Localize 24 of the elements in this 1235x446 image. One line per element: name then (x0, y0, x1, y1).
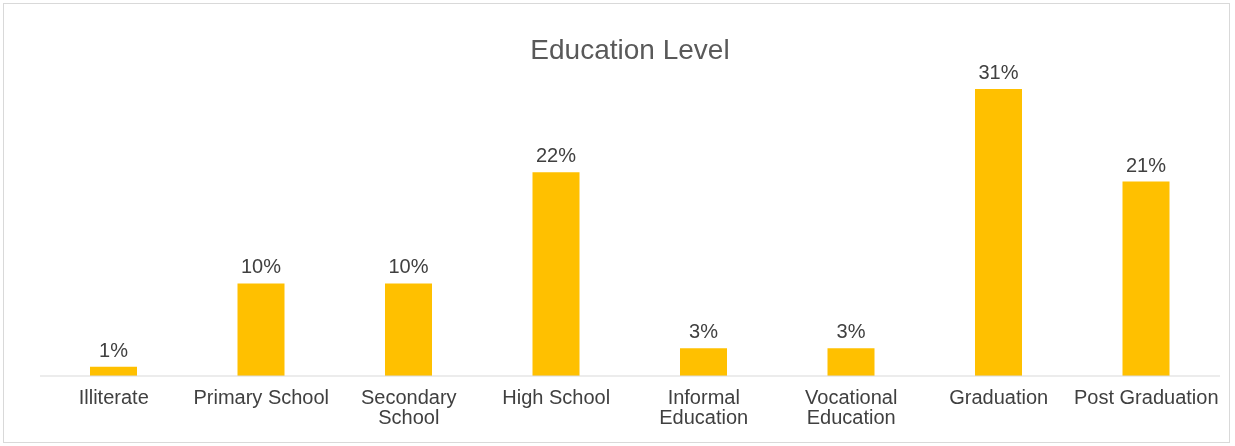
data-label: 31% (978, 61, 1019, 83)
bar (532, 172, 580, 376)
x-tick-label: High School (502, 386, 611, 409)
data-label: 3% (836, 320, 866, 343)
bar (680, 348, 727, 376)
x-tick-label: Post Graduation (1073, 386, 1219, 409)
x-tick-label: Graduation (949, 386, 1049, 409)
bar (975, 89, 1022, 376)
data-label: 10% (240, 255, 282, 278)
bar (1122, 181, 1170, 376)
bar (385, 283, 432, 376)
x-tick-label: Informal Education (659, 386, 749, 429)
x-tick-label: Primary School (193, 386, 330, 409)
data-label: 21% (1125, 153, 1167, 176)
bar (827, 348, 875, 376)
data-label: 10% (388, 255, 429, 278)
data-label: 1% (99, 338, 129, 361)
chart-title: Education Level (530, 34, 730, 65)
bar (237, 283, 285, 376)
x-tick-label: Vocational Education (805, 386, 898, 429)
x-tick-label: Illiterate (78, 386, 149, 409)
data-label: 3% (689, 320, 719, 343)
data-label: 22% (535, 144, 577, 167)
x-tick-label: Secondary School (360, 386, 457, 429)
